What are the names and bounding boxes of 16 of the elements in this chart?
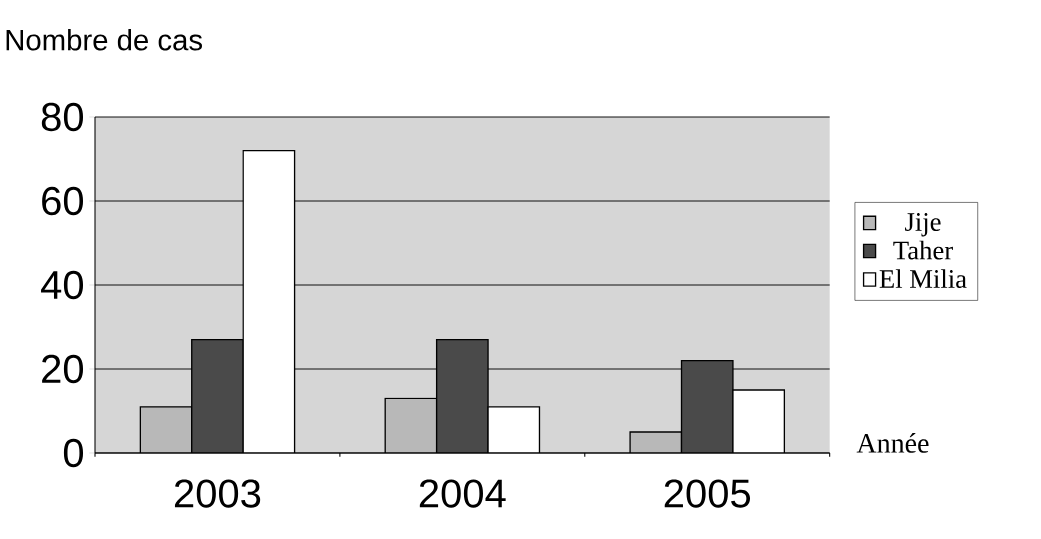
bar (435, 338, 489, 453)
legend-label: Taher (893, 240, 953, 260)
y-axis-title: Nombre de cas (6, 28, 202, 51)
bar (680, 359, 734, 453)
y-tick-label: 80 (41, 102, 84, 132)
x-tick-label: 2003 (174, 479, 261, 508)
legend-label: Jije (905, 213, 941, 237)
y-tick-label: 0 (63, 438, 84, 468)
legend-label: El Milia (879, 269, 967, 288)
x-tick-label: 2004 (419, 479, 506, 508)
bar (191, 338, 244, 453)
y-tick-label: 40 (41, 270, 84, 300)
y-tick-label: 20 (42, 354, 84, 384)
x-axis-title: Année (856, 433, 929, 453)
x-tick-label: 2005 (664, 479, 751, 508)
y-tick-label: 60 (42, 186, 84, 216)
